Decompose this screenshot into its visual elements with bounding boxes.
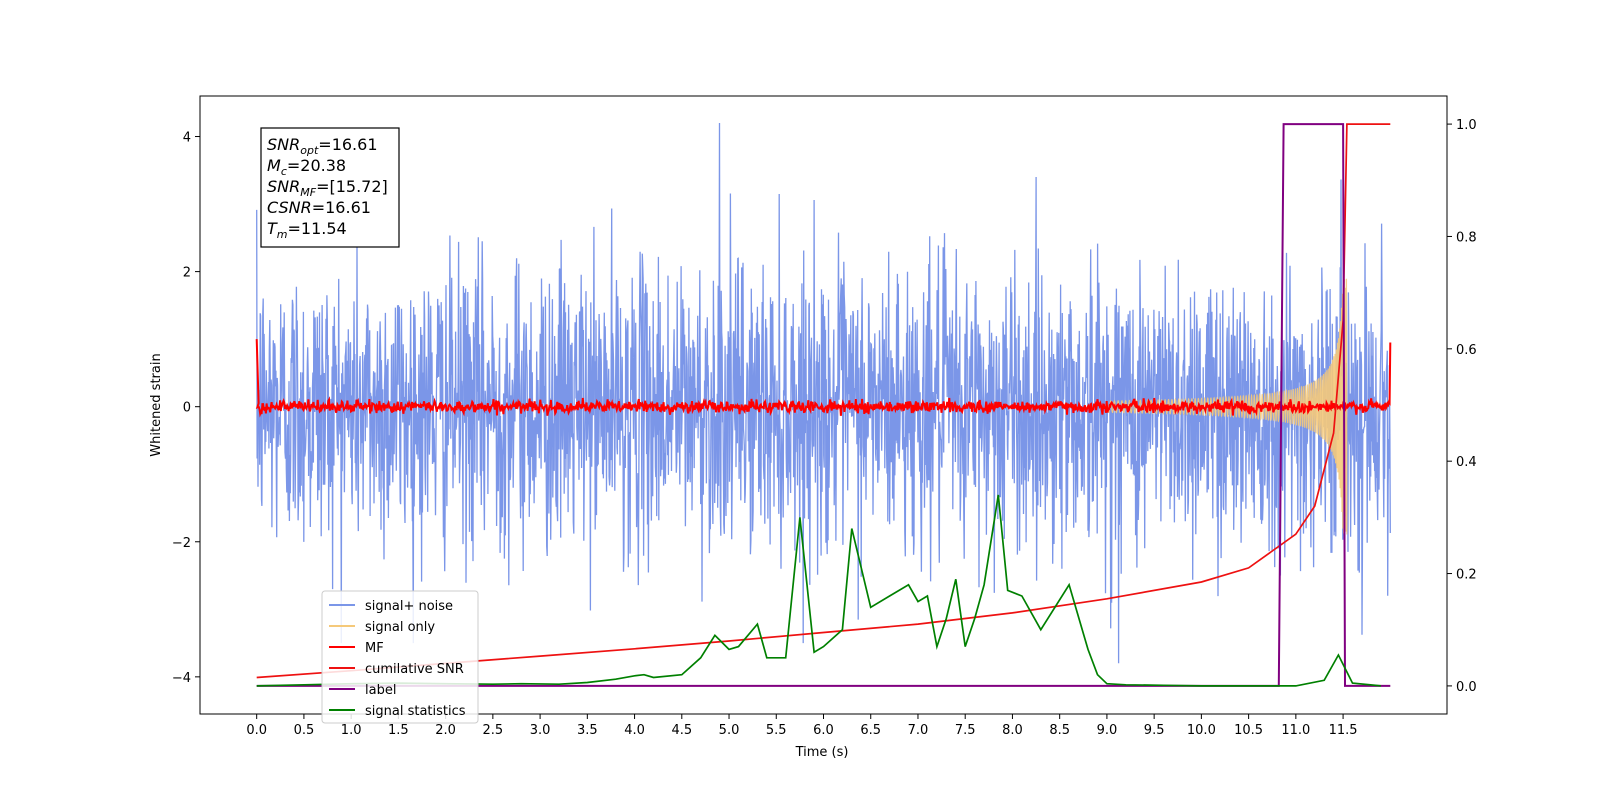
y-tick-label: 0 (183, 401, 191, 416)
info-line: Mc=20.38 (267, 156, 346, 178)
x-tick-label: 9.0 (1097, 723, 1118, 738)
label-line (256, 123, 1391, 687)
x-tick-label: 0.0 (246, 723, 267, 738)
y2-axis-ticks: 1.0 0.8 0.6 0.4 0.2 0.0 (1447, 118, 1477, 695)
y2-tick-label: 1.0 (1456, 118, 1477, 133)
info-line: SNRopt=16.61 (267, 135, 378, 157)
info-line: CSNR=16.61 (267, 198, 371, 217)
plot-area (255, 122, 1392, 687)
x-tick-label: 1.0 (341, 723, 362, 738)
signal-statistics-line (256, 494, 1381, 687)
mf-line (255, 339, 1392, 418)
legend-label: signal only (365, 620, 435, 635)
x-tick-label: 9.5 (1144, 723, 1165, 738)
y2-tick-label: 0.2 (1456, 568, 1477, 583)
info-line: Tm=11.54 (267, 219, 347, 241)
x-tick-label: 5.5 (766, 723, 787, 738)
right-axis-series (256, 123, 1391, 687)
x-axis-label: Time (s) (795, 745, 849, 760)
x-tick-label: 8.5 (1049, 723, 1070, 738)
y-tick-label: −2 (172, 536, 191, 551)
legend-label: cumilative SNR (365, 662, 464, 677)
x-tick-label: 3.5 (577, 723, 598, 738)
legend: signal+ noise signal only MF cumilative SNR… (321, 590, 479, 724)
x-tick-label: 0.5 (294, 723, 315, 738)
x-tick-label: 10.0 (1187, 723, 1216, 738)
x-tick-label: 10.5 (1234, 723, 1263, 738)
legend-label: MF (365, 641, 384, 656)
legend-label: signal+ noise (365, 599, 453, 614)
x-tick-label: 6.5 (860, 723, 881, 738)
x-tick-label: 2.5 (483, 723, 504, 738)
x-tick-label: 11.0 (1281, 723, 1310, 738)
y-tick-label: 2 (183, 266, 191, 281)
y-tick-label: −4 (172, 671, 191, 686)
x-tick-label: 7.0 (908, 723, 929, 738)
y-tick-label: 4 (183, 131, 191, 146)
legend-label: label (365, 683, 396, 698)
x-tick-label: 1.5 (388, 723, 409, 738)
x-tick-label: 2.0 (435, 723, 456, 738)
info-box: SNRopt=16.61Mc=20.38SNRMF=[15.72]CSNR=16… (260, 127, 400, 248)
x-tick-label: 6.0 (813, 723, 834, 738)
x-tick-label: 3.0 (530, 723, 551, 738)
y2-tick-label: 0.6 (1456, 343, 1477, 358)
legend-label: signal statistics (365, 704, 466, 719)
info-line: SNRMF=[15.72] (267, 177, 388, 199)
x-tick-label: 7.5 (955, 723, 976, 738)
y2-tick-label: 0.8 (1456, 230, 1477, 245)
x-tick-label: 4.5 (671, 723, 692, 738)
y2-tick-label: 0.4 (1456, 455, 1477, 470)
y-axis-ticks: 4 2 0 −2 −4 (172, 131, 200, 686)
y2-tick-label: 0.0 (1456, 680, 1477, 695)
y-axis-label: Whitened strain (149, 353, 164, 456)
x-tick-label: 11.5 (1329, 723, 1358, 738)
x-tick-label: 4.0 (624, 723, 645, 738)
x-axis-ticks: 0.0 0.5 1.0 1.5 2.0 2.5 3.0 3.5 4.0 4.5 5.0 5.5 6.0 6… (246, 714, 1358, 738)
mf-series (255, 339, 1392, 418)
x-tick-label: 5.0 (719, 723, 740, 738)
x-tick-label: 8.0 (1002, 723, 1023, 738)
